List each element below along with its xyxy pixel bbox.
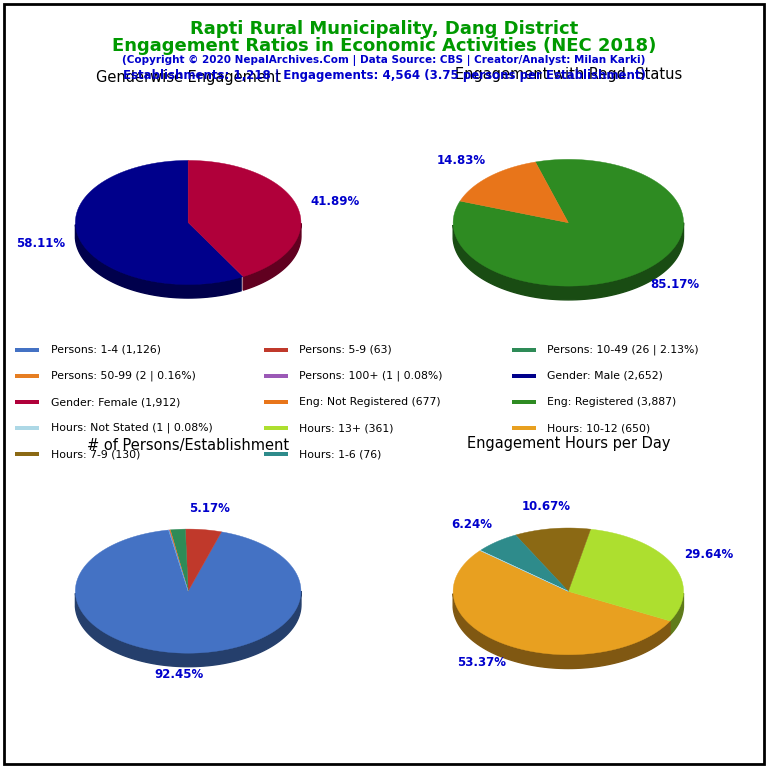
Text: 92.45%: 92.45% — [154, 668, 204, 681]
Text: 53.37%: 53.37% — [457, 656, 506, 669]
FancyBboxPatch shape — [263, 452, 288, 456]
Text: Engagement Ratios in Economic Activities (NEC 2018): Engagement Ratios in Economic Activities… — [112, 37, 656, 55]
Text: (Copyright © 2020 NepalArchives.Com | Data Source: CBS | Creator/Analyst: Milan : (Copyright © 2020 NepalArchives.Com | Da… — [122, 55, 646, 65]
Polygon shape — [169, 530, 188, 591]
Text: Persons: 10-49 (26 | 2.13%): Persons: 10-49 (26 | 2.13%) — [548, 345, 699, 355]
Polygon shape — [185, 529, 221, 591]
Polygon shape — [670, 594, 684, 635]
Polygon shape — [480, 551, 568, 591]
FancyBboxPatch shape — [15, 374, 39, 378]
Polygon shape — [188, 161, 301, 276]
Text: 41.89%: 41.89% — [311, 195, 360, 208]
Text: Gender: Male (2,652): Gender: Male (2,652) — [548, 371, 664, 381]
Polygon shape — [168, 530, 188, 591]
Text: 5.17%: 5.17% — [189, 502, 230, 515]
Text: Hours: Not Stated (1 | 0.08%): Hours: Not Stated (1 | 0.08%) — [51, 423, 212, 433]
Text: Establishments: 1,218 | Engagements: 4,564 (3.75 persons per Establishment): Establishments: 1,218 | Engagements: 4,5… — [123, 69, 645, 82]
Polygon shape — [169, 530, 188, 591]
Text: Gender: Female (1,912): Gender: Female (1,912) — [51, 397, 180, 407]
Text: 85.17%: 85.17% — [650, 279, 700, 292]
Title: Engagement with Regd. Status: Engagement with Regd. Status — [455, 67, 682, 82]
Polygon shape — [453, 160, 684, 286]
Text: Hours: 7-9 (130): Hours: 7-9 (130) — [51, 449, 140, 459]
Title: Genderwise Engagement: Genderwise Engagement — [96, 70, 280, 84]
Text: Hours: 10-12 (650): Hours: 10-12 (650) — [548, 423, 650, 433]
Polygon shape — [75, 161, 243, 284]
Polygon shape — [481, 535, 568, 591]
Polygon shape — [453, 551, 670, 654]
Text: 58.11%: 58.11% — [16, 237, 65, 250]
Text: Hours: 13+ (361): Hours: 13+ (361) — [299, 423, 393, 433]
FancyBboxPatch shape — [15, 348, 39, 352]
Text: Persons: 5-9 (63): Persons: 5-9 (63) — [299, 345, 392, 355]
FancyBboxPatch shape — [263, 374, 288, 378]
Polygon shape — [460, 162, 568, 223]
FancyBboxPatch shape — [263, 400, 288, 404]
Text: 14.83%: 14.83% — [437, 154, 486, 167]
Text: Persons: 50-99 (2 | 0.16%): Persons: 50-99 (2 | 0.16%) — [51, 371, 195, 381]
Title: # of Persons/Establishment: # of Persons/Establishment — [87, 439, 290, 453]
Text: 6.24%: 6.24% — [451, 518, 492, 531]
FancyBboxPatch shape — [512, 348, 536, 352]
FancyBboxPatch shape — [263, 348, 288, 352]
FancyBboxPatch shape — [512, 374, 536, 378]
Polygon shape — [515, 528, 591, 591]
Polygon shape — [243, 223, 301, 290]
Polygon shape — [568, 529, 684, 621]
Text: Eng: Not Registered (677): Eng: Not Registered (677) — [299, 397, 441, 407]
Polygon shape — [170, 529, 188, 591]
Polygon shape — [75, 225, 241, 298]
Text: 10.67%: 10.67% — [522, 500, 571, 513]
Text: Persons: 100+ (1 | 0.08%): Persons: 100+ (1 | 0.08%) — [299, 371, 442, 381]
Polygon shape — [453, 223, 684, 300]
FancyBboxPatch shape — [15, 400, 39, 404]
FancyBboxPatch shape — [15, 452, 39, 456]
Text: 29.64%: 29.64% — [684, 548, 733, 561]
Text: Eng: Registered (3,887): Eng: Registered (3,887) — [548, 397, 677, 407]
FancyBboxPatch shape — [512, 426, 536, 430]
Polygon shape — [75, 530, 301, 653]
Text: Rapti Rural Municipality, Dang District: Rapti Rural Municipality, Dang District — [190, 20, 578, 38]
FancyBboxPatch shape — [263, 426, 288, 430]
Polygon shape — [453, 594, 670, 668]
Text: Hours: 1-6 (76): Hours: 1-6 (76) — [299, 449, 382, 459]
Title: Engagement Hours per Day: Engagement Hours per Day — [467, 435, 670, 451]
FancyBboxPatch shape — [15, 426, 39, 430]
Polygon shape — [75, 591, 301, 667]
Text: Persons: 1-4 (1,126): Persons: 1-4 (1,126) — [51, 345, 161, 355]
FancyBboxPatch shape — [512, 400, 536, 404]
